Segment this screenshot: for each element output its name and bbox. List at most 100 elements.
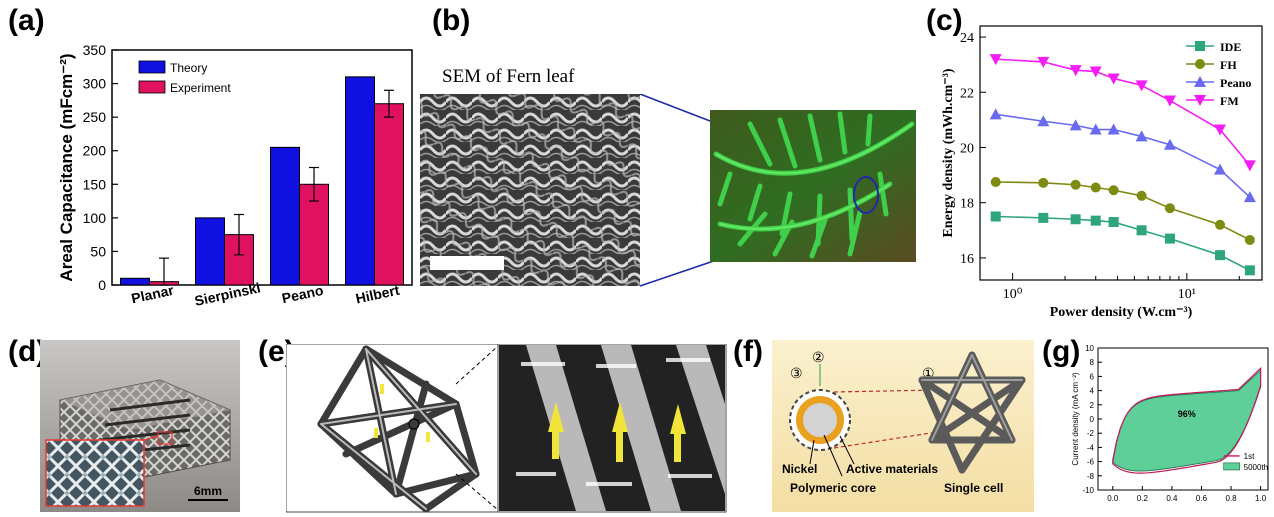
c-point-ide (1136, 225, 1147, 236)
panel-label-f: (f) (733, 335, 763, 368)
c-xtick-label: 10¹ (1178, 287, 1196, 302)
c-point-fm (1214, 124, 1227, 136)
c-ytick-label: 18 (960, 197, 974, 212)
fern-photo (710, 110, 916, 262)
c-point-fm (1069, 65, 1082, 77)
c-point-peano (1243, 191, 1256, 203)
panel-f-schematic: ③ ② ① Nickel Active materials Polymeric … (772, 340, 1034, 512)
c-legend-marker (1194, 95, 1206, 106)
c-point-peano (989, 108, 1002, 120)
c-point-fm (1037, 56, 1050, 68)
g-xtick-label: 0.6 (1196, 494, 1208, 503)
c-point-fh (990, 176, 1001, 187)
c-legend-marker (1195, 59, 1205, 69)
e-zoom-view (499, 345, 725, 511)
c-point-fm (1089, 66, 1102, 78)
marker-3: ③ (790, 365, 803, 381)
a-ytick-label: 350 (83, 42, 107, 58)
g-ytick-label: 2 (1090, 401, 1095, 410)
a-ytick-label: 0 (98, 277, 106, 293)
c-ytick-label: 22 (960, 86, 974, 101)
c-point-ide (1090, 215, 1101, 226)
c-point-fm (1135, 80, 1148, 92)
a-ytick-label: 150 (83, 176, 107, 192)
c-ylabel: Energy density (mWh.cm⁻³) (941, 68, 956, 237)
g-ytick-label: -4 (1087, 443, 1095, 452)
c-point-ide (1038, 212, 1049, 223)
panel-label-b: (b) (432, 4, 471, 37)
c-legend-label: IDE (1220, 40, 1241, 54)
g-ytick-label: 4 (1090, 387, 1095, 396)
g-ylabel: Current density (mA cm⁻²) (1071, 372, 1080, 465)
zoom-circle (853, 176, 879, 214)
a-ylabel: Areal Capacitance (mFcm⁻²) (57, 53, 76, 281)
c-point-ide (1244, 265, 1255, 276)
c-xtick-label: 10⁰ (1003, 287, 1023, 302)
e-arrows-small (374, 384, 430, 442)
a-ytick-label: 200 (83, 143, 107, 159)
c-series-line-fh (995, 181, 1251, 241)
panel-label-c: (c) (926, 4, 963, 37)
c-point-ide (990, 211, 1001, 222)
c-point-ide (1215, 250, 1226, 261)
g-cv-1st (1112, 366, 1262, 474)
chart-a: 0 50 100 150 200 250 300 350 Areal Capacitance (… (57, 42, 413, 309)
g-ytick-label: 0 (1090, 415, 1095, 424)
marker-2: ② (812, 349, 825, 365)
c-point-peano (1037, 115, 1050, 127)
chart-c: 16 18 20 22 24 10⁰ 10¹ Power density (W.cm⁻³) En… (941, 25, 1263, 320)
g-xtick-label: 1.0 (1255, 494, 1267, 503)
c-point-fh (1244, 234, 1255, 245)
label-polymeric-core: Polymeric core (790, 481, 876, 495)
c-point-ide (1070, 214, 1081, 225)
c-point-fh (1136, 190, 1147, 201)
c-series-line-fm (995, 58, 1251, 166)
a-bar-theory (270, 146, 300, 286)
c-ytick-label: 20 (960, 141, 974, 156)
g-xtick-label: 0.4 (1166, 494, 1178, 503)
c-point-peano (1089, 123, 1102, 135)
c-point-fh (1164, 203, 1175, 214)
c-point-peano (1163, 138, 1176, 150)
a-ytick-label: 300 (83, 76, 107, 92)
panel-label-d: (d) (8, 335, 47, 368)
c-point-fh (1215, 219, 1226, 230)
lattice-zoom-inset (45, 439, 145, 507)
g-ytick-label: 6 (1090, 372, 1095, 381)
a-legend-label: Theory (170, 61, 207, 75)
panel-label-a: (a) (8, 4, 45, 37)
c-plot-frame (979, 25, 1263, 281)
g-ytick-label: 10 (1085, 344, 1094, 353)
c-legend-label: Peano (1220, 76, 1251, 90)
c-point-fm (1243, 160, 1256, 172)
g-xtick-label: 0.8 (1225, 494, 1237, 503)
g-ytick-label: -6 (1087, 458, 1095, 467)
c-series-line-ide (995, 215, 1251, 272)
c-xlabel: Power density (W.cm⁻³) (1050, 305, 1193, 320)
a-ytick-label: 250 (83, 109, 107, 125)
c-point-ide (1108, 217, 1119, 228)
g-ytick-label: 8 (1090, 358, 1095, 367)
panel-b-images (420, 94, 916, 287)
a-legend-swatch (138, 80, 166, 94)
g-xtick-label: 0.0 (1107, 494, 1119, 503)
c-legend-label: FH (1220, 58, 1237, 72)
octet-truss-model (317, 345, 480, 513)
cross-section (789, 389, 851, 451)
g-ytick-label: -10 (1082, 486, 1094, 495)
a-bar-theory (120, 277, 150, 286)
c-point-peano (1214, 163, 1227, 175)
g-annotation: 96% (1178, 409, 1196, 419)
g-ytick-label: -8 (1087, 472, 1095, 481)
c-point-fh (1038, 177, 1049, 188)
a-bar-experiment (374, 103, 404, 286)
c-point-peano (1069, 119, 1082, 131)
sem-scale-bar (430, 256, 504, 270)
c-ytick-label: 16 (960, 252, 974, 267)
a-legend-label: Experiment (170, 81, 231, 95)
g-xtick-label: 0.2 (1137, 494, 1149, 503)
a-plot-frame (111, 49, 413, 286)
label-nickel: Nickel (782, 462, 817, 476)
c-point-peano (1107, 123, 1120, 135)
